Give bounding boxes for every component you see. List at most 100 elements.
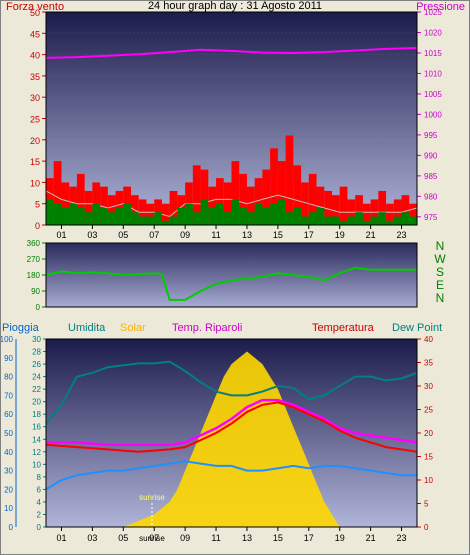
- temp-tick-label: 15: [424, 453, 433, 462]
- right-tick-label-1: 1015: [424, 49, 442, 58]
- x-tick-label-3: 13: [242, 533, 252, 543]
- wind-bar: [239, 207, 247, 225]
- pioggia-tick-label: 50: [4, 429, 13, 438]
- pioggia-tick-label: 30: [4, 467, 13, 476]
- wind-bar: [115, 207, 124, 225]
- solar-area: [46, 351, 417, 527]
- wind-bar: [138, 216, 147, 225]
- wind-bar: [262, 207, 271, 225]
- umidita-tick-label: 12: [32, 448, 41, 457]
- temp-riparo-line: [46, 398, 418, 447]
- right-tick-label-1: 975: [424, 213, 438, 222]
- x-tick-label-3: 15: [273, 533, 283, 543]
- umidita-tick-label: 26: [32, 360, 41, 369]
- umidita-tick-label: 30: [32, 335, 41, 344]
- pioggia-tick-label: 10: [4, 504, 13, 513]
- left-axis-label-1: Forza vento: [6, 1, 64, 13]
- gust-bar: [223, 182, 232, 225]
- umidita-tick-label: 22: [32, 385, 41, 394]
- wind-bar: [370, 216, 379, 225]
- wind-bar: [146, 216, 155, 225]
- right-tick-label-1: 985: [424, 172, 438, 181]
- pioggia-tick-label: 40: [4, 448, 13, 457]
- left-tick-label-1: 5: [35, 200, 40, 210]
- gust-bar: [208, 186, 217, 225]
- gust-bar: [61, 182, 70, 225]
- panel-frame-1: [45, 11, 418, 226]
- left-tick-label-1: 10: [30, 178, 40, 188]
- pioggia-tick-label: 0: [9, 523, 14, 532]
- left-tick-label-1: 25: [30, 115, 40, 125]
- x-tick-label-1: 09: [180, 230, 190, 240]
- x-tick-label-3: 01: [56, 533, 66, 543]
- right-axis-label-1: Pressione: [416, 1, 465, 13]
- wind-bar: [53, 203, 62, 225]
- temp-tick-label: 5: [424, 500, 429, 509]
- pioggia-tick-label: 20: [4, 485, 13, 494]
- temp-tick-label: 30: [424, 382, 433, 391]
- wind-bar: [293, 207, 302, 225]
- wind-bar: [61, 207, 70, 225]
- x-tick-label-3: 07: [149, 533, 159, 543]
- temp-tick-label: 35: [424, 359, 433, 368]
- gust-bar: [115, 190, 124, 225]
- gust-bar: [339, 186, 348, 225]
- temp-tick-label: 40: [424, 335, 433, 344]
- compass-label: N: [436, 239, 445, 253]
- chart-title-1: 24 hour graph day : 31 Agosto 2011: [148, 0, 322, 12]
- x-tick-label-3: 17: [304, 533, 314, 543]
- wind-bar: [324, 216, 332, 225]
- umidita-tick-label: 28: [32, 348, 41, 357]
- gust-bar: [324, 190, 332, 225]
- wind-bar: [301, 216, 309, 225]
- wind-bar: [154, 212, 162, 225]
- pioggia-tick-label: 70: [4, 391, 13, 400]
- compass-label: N: [436, 291, 445, 305]
- label-temp-riparo: Temp. Riparoli: [172, 322, 242, 334]
- wind-bar: [308, 212, 317, 225]
- wind-bar: [331, 216, 340, 225]
- umidita-tick-label: 20: [32, 398, 41, 407]
- wind-bar: [76, 207, 85, 225]
- gust-bar: [169, 190, 178, 225]
- wind-bar: [362, 220, 371, 225]
- wind-bar: [378, 212, 387, 225]
- gust-bar: [200, 169, 209, 225]
- right-tick-label-1: 1020: [424, 28, 442, 37]
- right-tick-label-1: 995: [424, 131, 438, 140]
- wind-bar: [254, 203, 263, 225]
- right-tick-label-1: 1025: [424, 8, 442, 17]
- umidita-tick-label: 18: [32, 410, 41, 419]
- gust-bar: [270, 148, 278, 225]
- gust-bar: [246, 186, 255, 225]
- dew-point-line: [45, 460, 417, 491]
- temp-tick-label: 25: [424, 406, 433, 415]
- wind-bar: [393, 216, 402, 225]
- humidity-line: [45, 360, 418, 425]
- x-tick-label-1: 11: [211, 230, 220, 240]
- sunrise-annotation: sunrise: [139, 493, 165, 502]
- x-tick-label-3: 23: [397, 533, 407, 543]
- wind-bar: [177, 207, 186, 225]
- gust-bar: [100, 186, 108, 225]
- panel-frame-2: [45, 242, 418, 308]
- wind-bar: [92, 203, 101, 225]
- pioggia-tick-label: 90: [4, 354, 13, 363]
- gust-bar: [161, 203, 170, 225]
- wind-bar: [216, 203, 224, 225]
- gust-bar: [262, 169, 271, 225]
- panel-frame-3: [45, 338, 418, 528]
- temp-tick-label: 0: [424, 523, 429, 532]
- wind-bar: [46, 199, 54, 225]
- compass-label: W: [434, 252, 446, 266]
- wind-bar: [231, 199, 240, 225]
- x-tick-label-1: 17: [304, 230, 314, 240]
- gust-bar: [378, 190, 387, 225]
- gust-bar: [53, 161, 62, 225]
- gust-bar: [84, 190, 93, 225]
- temperature-line: [45, 401, 418, 453]
- left-tick-label-1: 0: [35, 221, 40, 231]
- umidita-tick-label: 24: [32, 373, 41, 382]
- gust-bar: [316, 186, 325, 225]
